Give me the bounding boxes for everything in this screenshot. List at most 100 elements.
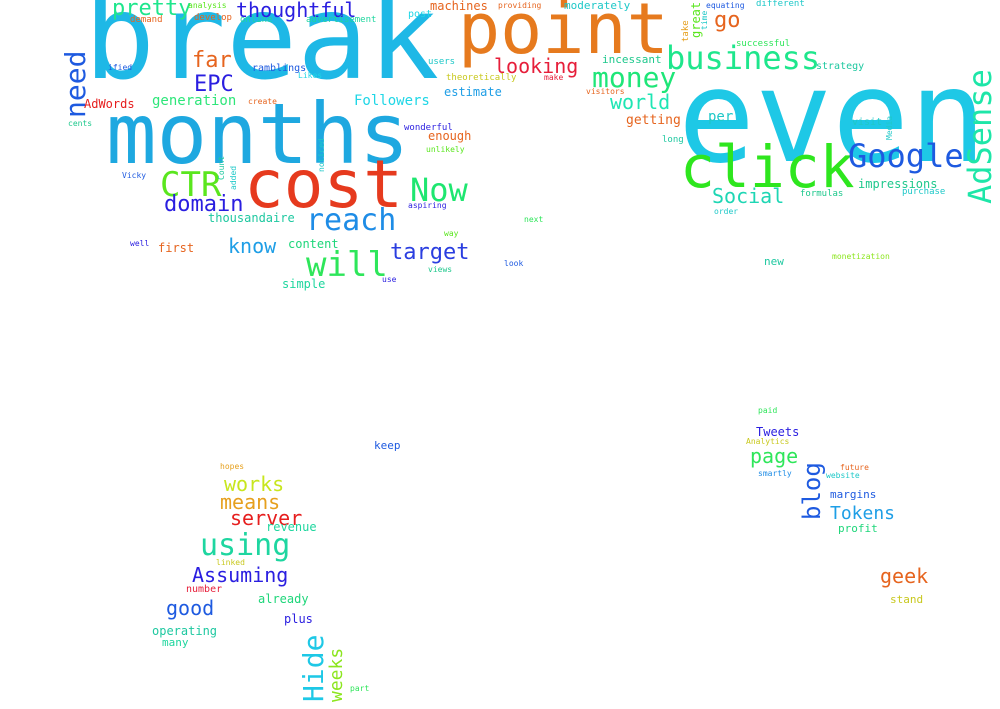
cloud-word: aspiring <box>408 201 447 210</box>
cloud-word: go <box>714 8 741 33</box>
cloud-word: views <box>428 265 453 274</box>
cloud-word: demand <box>130 15 163 25</box>
cloud-word: wonderful <box>404 123 453 133</box>
cloud-word: will <box>306 245 388 285</box>
cloud-word: visitors <box>586 87 625 96</box>
cloud-word: margins <box>830 488 877 501</box>
cloud-word: thoughtful <box>236 0 357 22</box>
cloud-word: works <box>224 472 285 496</box>
cloud-word: part <box>350 684 370 693</box>
cloud-word: thousandaire <box>208 211 295 225</box>
cloud-word: server <box>230 506 303 530</box>
cloud-word: generation <box>152 93 237 109</box>
cloud-word: post <box>408 9 433 20</box>
cloud-word: formulas <box>800 189 844 199</box>
cloud-word: cost <box>244 146 403 223</box>
cloud-word: Now <box>410 171 468 209</box>
cloud-word: long <box>662 135 684 145</box>
cloud-word: reach <box>306 203 397 238</box>
cloud-word: world <box>610 90 671 114</box>
cloud-word: content <box>288 237 339 251</box>
cloud-word: far <box>192 48 232 73</box>
cloud-word: way <box>444 229 459 238</box>
cloud-word: break <box>84 0 440 106</box>
cloud-word: develop <box>194 13 232 23</box>
cloud-word: make <box>544 73 564 82</box>
cloud-word: smartly <box>758 469 792 478</box>
cloud-word: successful <box>736 39 791 49</box>
cloud-word: added <box>229 165 238 190</box>
cloud-word: Tweets <box>756 425 800 439</box>
cloud-word: Likes <box>298 71 323 80</box>
cloud-word: page <box>750 444 799 468</box>
cloud-word: getting <box>626 113 681 128</box>
cloud-word: CTR <box>160 165 222 205</box>
cloud-word: good <box>166 596 215 620</box>
cloud-word: estimate <box>444 85 502 99</box>
cloud-word: noticed <box>317 138 326 172</box>
cloud-word: users <box>428 57 456 67</box>
cloud-word: means <box>220 490 281 514</box>
cloud-word: already <box>258 592 309 606</box>
cloud-word: per <box>708 109 734 125</box>
cloud-word: number <box>186 584 223 595</box>
cloud-word: time <box>700 10 709 30</box>
cloud-word: linked <box>216 558 245 567</box>
cloud-word: blog <box>798 462 826 520</box>
cloud-word: using <box>200 528 291 563</box>
cloud-word: domain <box>164 192 244 217</box>
cloud-word: online <box>240 15 273 25</box>
cloud-word: simple <box>282 277 326 291</box>
cloud-word: analysis <box>188 1 227 10</box>
cloud-word: visit <box>852 117 883 128</box>
cloud-word: Analytics <box>746 437 790 446</box>
cloud-word: well <box>130 239 150 248</box>
cloud-word: purchase <box>902 187 946 197</box>
cloud-word: advertisement <box>306 15 377 25</box>
cloud-word: moderately <box>564 0 631 12</box>
cloud-word: take <box>681 20 691 42</box>
cloud-word: operating <box>152 624 218 638</box>
cloud-word: Followers <box>354 93 430 109</box>
cloud-word: cents <box>68 119 93 128</box>
cloud-word: next <box>524 215 544 224</box>
cloud-word: impressions <box>858 177 938 191</box>
cloud-word: Count <box>217 155 226 180</box>
cloud-word: enough <box>428 129 472 143</box>
cloud-word: paid <box>758 406 778 415</box>
cloud-word: looking <box>494 54 579 78</box>
cloud-word: unlikely <box>426 145 465 154</box>
cloud-word: Tokens <box>830 503 896 524</box>
cloud-word: incessant <box>602 53 662 66</box>
cloud-word: providing <box>498 1 542 10</box>
cloud-word: hopes <box>220 462 245 471</box>
cloud-word: click <box>680 133 855 201</box>
cloud-word: EPC <box>194 72 234 97</box>
cloud-word: geek <box>880 564 929 588</box>
cloud-word: Hide <box>297 634 330 702</box>
cloud-word: new <box>764 255 784 268</box>
cloud-word: order <box>714 207 739 216</box>
cloud-word: ramblings <box>252 63 307 74</box>
cloud-word: pretty <box>112 0 192 21</box>
cloud-word: plus <box>284 612 313 626</box>
cloud-word: even <box>678 43 987 192</box>
cloud-word: monetization <box>832 252 890 261</box>
cloud-word: target <box>390 240 470 265</box>
cloud-word: first <box>158 241 195 255</box>
cloud-word: AdSense <box>961 69 999 204</box>
cloud-word: different <box>756 0 805 9</box>
cloud-word: business <box>666 39 821 77</box>
cloud-word: Assuming <box>192 563 289 587</box>
cloud-word: point <box>458 0 669 70</box>
cloud-word: look <box>504 259 524 268</box>
cloud-word: know <box>228 234 277 258</box>
cloud-word: Media <box>885 115 894 140</box>
cloud-word: future <box>840 463 869 472</box>
cloud-word: ified <box>108 63 133 72</box>
cloud-word: keep <box>374 439 401 452</box>
cloud-word: weeks <box>326 647 347 702</box>
cloud-word: AdWords <box>84 97 135 111</box>
cloud-word: Social <box>712 184 785 208</box>
